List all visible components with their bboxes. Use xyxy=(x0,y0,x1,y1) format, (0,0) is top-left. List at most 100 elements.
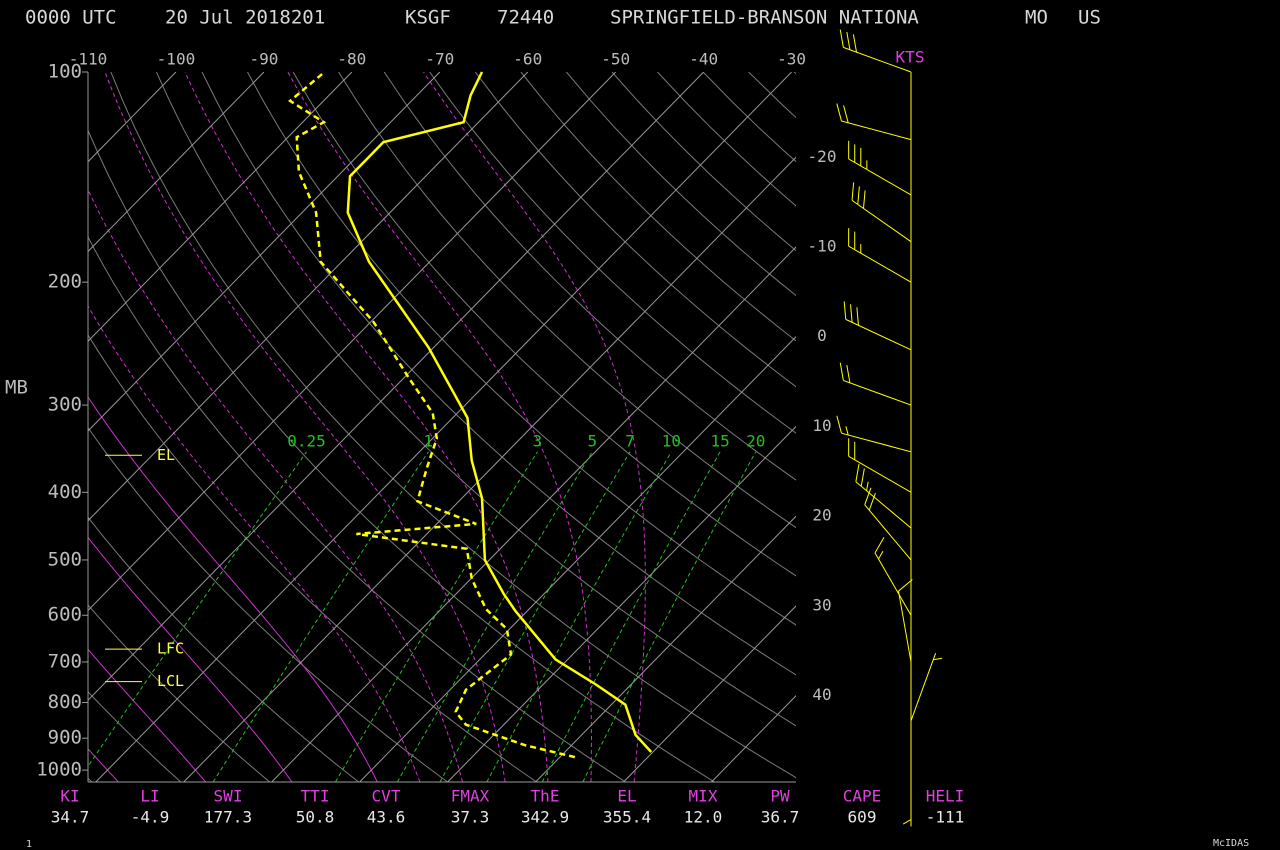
dry-adiabat xyxy=(110,72,796,779)
header-text: 0000 UTC xyxy=(25,7,117,29)
moist-adiabat xyxy=(88,305,421,782)
wind-barb xyxy=(860,468,865,487)
dry-adiabat xyxy=(383,72,796,481)
index-label: LI xyxy=(140,787,159,806)
moist-adiabat xyxy=(88,188,463,782)
mixing-ratio-line xyxy=(212,451,429,782)
wind-staff xyxy=(841,120,912,141)
wind-barb xyxy=(846,364,851,383)
index-value: 177.3 xyxy=(204,808,252,827)
header-text: MO xyxy=(1025,7,1048,29)
temperature-trace xyxy=(346,71,653,753)
x-tick-label: -30 xyxy=(777,50,806,69)
mixing-ratio-line xyxy=(541,451,721,782)
wind-barb xyxy=(874,537,885,554)
wind-barb xyxy=(856,307,859,326)
mixing-ratio-label: 3 xyxy=(533,431,543,450)
wind-staff xyxy=(855,481,912,529)
wind-staff xyxy=(848,158,912,196)
index-value: 609 xyxy=(848,808,877,827)
moist-adiabat xyxy=(88,396,378,782)
dry-adiabat xyxy=(247,72,796,626)
wind-staff xyxy=(841,432,912,453)
isotherm xyxy=(95,72,792,782)
dewpoint-trace xyxy=(287,71,576,759)
isotherm xyxy=(88,72,705,701)
dry-adiabat xyxy=(88,129,715,782)
index-label: FMAX xyxy=(451,787,490,806)
mixing-ratio-label: 0.25 xyxy=(287,431,326,450)
level-label: LCL xyxy=(157,672,184,690)
index-label: SWI xyxy=(214,787,243,806)
moist-adiabat xyxy=(184,72,549,782)
wind-barb xyxy=(855,463,860,482)
index-label: ThE xyxy=(531,787,560,806)
wind-staff xyxy=(874,552,912,616)
wind-units: KTS xyxy=(896,48,925,67)
data-layer: 0000 UTC 20 Jul 2018201 KSGF 72440 SPRINGFIE… xyxy=(25,7,1249,850)
x-tick-label: -100 xyxy=(157,50,196,69)
x-tick-label: -60 xyxy=(513,50,542,69)
y-tick-label: 900 xyxy=(48,727,82,749)
wind-barb xyxy=(862,190,866,209)
wind-barb xyxy=(846,31,851,50)
index-label: EL xyxy=(617,787,636,806)
y-tick-label: 300 xyxy=(48,394,82,416)
dry-adiabat xyxy=(88,516,360,782)
mixing-ratio-label: 20 xyxy=(746,431,765,450)
wind-barb xyxy=(839,362,844,381)
index-label: MIX xyxy=(689,787,718,806)
index-label: TTI xyxy=(301,787,330,806)
wind-staff xyxy=(848,245,912,283)
wind-staff xyxy=(843,379,912,406)
mixing-ratio-line xyxy=(396,451,593,782)
index-label: HELI xyxy=(926,787,965,806)
wind-barb xyxy=(857,186,860,205)
isotherm xyxy=(623,605,796,782)
index-value: 50.8 xyxy=(296,808,335,827)
wind-barb xyxy=(878,550,884,560)
isotherm xyxy=(88,72,617,612)
x-tick-label: -70 xyxy=(425,50,454,69)
isotherm xyxy=(271,246,796,782)
wind-barb xyxy=(933,657,943,661)
wind-staff xyxy=(898,590,912,663)
y-tick-label: 100 xyxy=(48,61,82,83)
footer-text: McIDAS xyxy=(1213,838,1249,849)
mixing-ratio-line xyxy=(88,451,307,768)
x-tick-label: 30 xyxy=(812,595,831,614)
x-tick-label: 40 xyxy=(812,685,831,704)
index-value: -111 xyxy=(926,808,965,827)
mixing-ratio-label: 5 xyxy=(587,431,597,450)
wind-barb xyxy=(839,29,844,48)
dry-adiabat xyxy=(155,72,796,727)
index-value: 37.3 xyxy=(451,808,490,827)
mixing-ratio-label: 1 xyxy=(424,431,434,450)
isotherm xyxy=(88,72,353,342)
moist-adiabat xyxy=(423,72,646,782)
isotherm xyxy=(183,156,796,782)
wind-barb xyxy=(850,304,853,323)
dry-adiabat xyxy=(88,426,448,782)
wind-barb xyxy=(868,493,876,511)
wind-barb xyxy=(852,34,857,53)
dry-adiabat xyxy=(292,72,796,577)
index-label: CAPE xyxy=(843,787,882,806)
moist-adiabat xyxy=(88,536,293,782)
dry-adiabat xyxy=(88,604,271,782)
y-axis-label: MB xyxy=(5,377,28,399)
dry-adiabat xyxy=(429,72,796,434)
wind-staff xyxy=(910,653,937,722)
y-tick-label: 700 xyxy=(48,650,82,672)
mixing-ratio-line xyxy=(334,451,538,782)
header-text: KSGF xyxy=(405,7,451,29)
footer-text: 1 xyxy=(26,839,32,850)
header-text: 20 Jul 2018201 xyxy=(165,7,325,29)
y-tick-label: 200 xyxy=(48,271,82,293)
dry-adiabat xyxy=(338,72,796,529)
wind-staff xyxy=(848,455,912,493)
x-tick-label: -50 xyxy=(601,50,630,69)
wind-barb xyxy=(898,579,913,592)
mixing-ratio-label: 15 xyxy=(710,431,729,450)
